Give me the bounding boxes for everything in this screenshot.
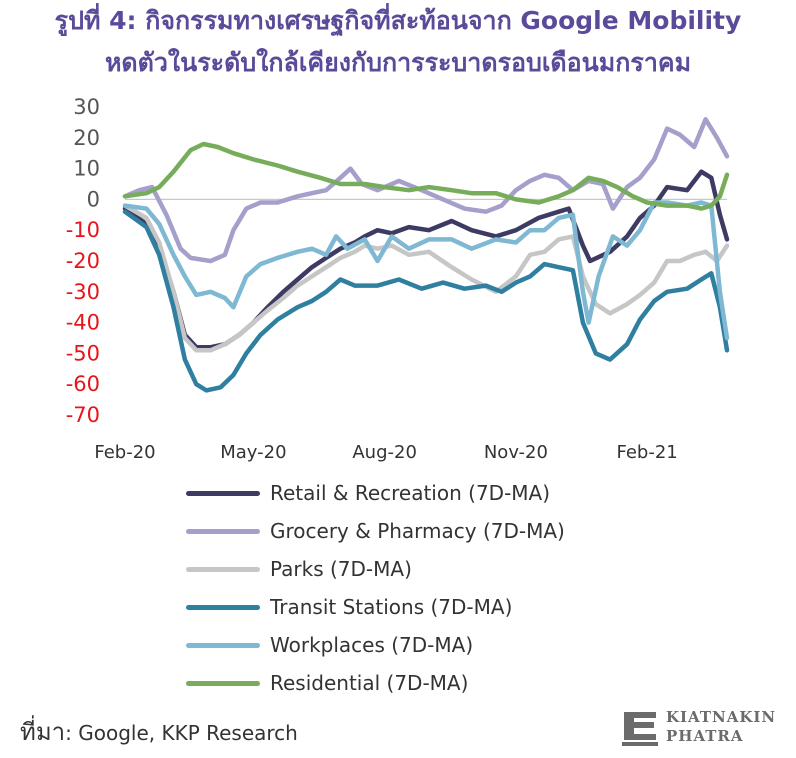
series-line-4 (122, 209, 730, 393)
y-tick-label: 20 (73, 126, 100, 150)
chart-plot: 30 20 10 0 -10 -20 -30 -40 -50 -60 -70 Feb-20 May-20… (66, 95, 730, 463)
y-tick-label: -10 (66, 218, 100, 242)
series-line-2 (122, 117, 730, 264)
legend-label: Residential (7D-MA) (270, 671, 469, 695)
y-tick-label: -20 (66, 249, 100, 273)
legend-label: Transit Stations (7D-MA) (270, 595, 513, 619)
legend-item: Retail & Recreation (7D-MA) (186, 478, 706, 508)
kkp-logo: KIATNAKIN PHATRA (620, 706, 780, 750)
source-text: : Google, KKP Research (65, 721, 298, 745)
y-tick-label: 30 (73, 95, 100, 119)
y-tick-label: 0 (87, 187, 100, 211)
x-tick-label: Nov-20 (484, 442, 548, 463)
source-note: ที่มา: Google, KKP Research (20, 712, 298, 751)
y-tick-label: -70 (66, 403, 100, 427)
legend-swatch (186, 681, 260, 686)
legend-item: Workplaces (7D-MA) (186, 630, 706, 660)
legend-swatch (186, 605, 260, 610)
legend-label: Workplaces (7D-MA) (270, 633, 474, 657)
y-tick-label: -30 (66, 280, 100, 304)
legend-swatch (186, 643, 260, 648)
legend-label: Grocery & Pharmacy (7D-MA) (270, 519, 565, 543)
x-tick-label: Aug-20 (352, 442, 417, 463)
legend-swatch (186, 491, 260, 496)
source-prefix: ที่มา (20, 718, 66, 746)
x-tick-label: Feb-20 (94, 442, 155, 463)
legend-label: Parks (7D-MA) (270, 557, 412, 581)
legend-label: Retail & Recreation (7D-MA) (270, 481, 551, 505)
y-tick-label: -40 (66, 311, 100, 335)
y-tick-label: 10 (73, 157, 100, 181)
y-tick-label: -50 (66, 341, 100, 365)
legend-item: Grocery & Pharmacy (7D-MA) (186, 516, 706, 546)
x-tick-label: May-20 (220, 442, 286, 463)
x-tick-label: Feb-21 (616, 442, 677, 463)
legend-swatch (186, 567, 260, 572)
series-line-6 (122, 141, 730, 211)
legend-item: Transit Stations (7D-MA) (186, 592, 706, 622)
chart-subtitle: หดตัวในระดับใกล้เคียงกับการระบาดรอบเดือน… (104, 48, 692, 77)
logo-line-1: KIATNAKIN (666, 708, 777, 726)
chart-title: รูปที่ 4: กิจกรรมทางเศรษฐกิจที่สะท้อนจาก… (54, 6, 742, 35)
logo-line-2: PHATRA (666, 727, 744, 745)
y-tick-label: -60 (66, 372, 100, 396)
kkp-logo-icon (622, 712, 658, 746)
legend-item: Residential (7D-MA) (186, 668, 706, 698)
legend-item: Parks (7D-MA) (186, 554, 706, 584)
legend-swatch (186, 529, 260, 534)
series-line-3 (122, 203, 730, 353)
series-line-5 (122, 200, 730, 341)
